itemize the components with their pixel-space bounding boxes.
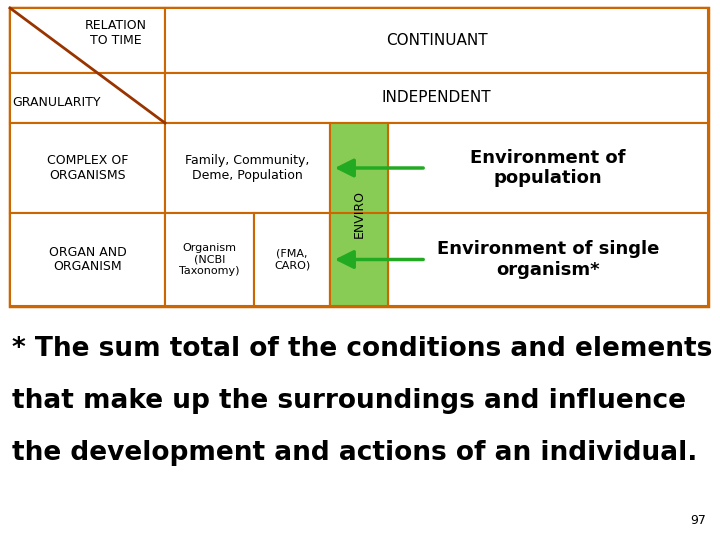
Text: ENVIRO: ENVIRO: [353, 191, 366, 239]
Bar: [388, 213, 708, 306]
Bar: [10, 8, 165, 73]
Bar: [165, 213, 254, 306]
Text: that make up the surroundings and influence: that make up the surroundings and influe…: [12, 388, 686, 414]
Bar: [254, 213, 330, 306]
Bar: [10, 8, 708, 306]
Bar: [10, 73, 165, 123]
Text: 97: 97: [690, 514, 706, 526]
Text: Organism
(NCBI
Taxonomy): Organism (NCBI Taxonomy): [179, 243, 240, 276]
Bar: [165, 123, 330, 213]
Text: ORGAN AND
ORGANISM: ORGAN AND ORGANISM: [49, 246, 127, 273]
Text: (FMA,
CARO): (FMA, CARO): [274, 249, 310, 271]
Bar: [388, 123, 708, 213]
Text: * The sum total of the conditions and elements: * The sum total of the conditions and el…: [12, 336, 712, 362]
Text: Environment of single
organism*: Environment of single organism*: [437, 240, 660, 279]
Bar: [165, 8, 708, 73]
Text: CONTINUANT: CONTINUANT: [386, 33, 487, 48]
Bar: [10, 123, 165, 213]
Text: Family, Community,
Deme, Population: Family, Community, Deme, Population: [185, 154, 310, 182]
Bar: [330, 213, 388, 306]
Text: the development and actions of an individual.: the development and actions of an indivi…: [12, 440, 698, 466]
Text: GRANULARITY: GRANULARITY: [12, 97, 101, 110]
Text: COMPLEX OF
ORGANISMS: COMPLEX OF ORGANISMS: [47, 154, 128, 182]
Text: RELATION
TO TIME: RELATION TO TIME: [84, 19, 146, 46]
Bar: [165, 73, 708, 123]
Bar: [10, 213, 165, 306]
Text: INDEPENDENT: INDEPENDENT: [382, 91, 491, 105]
Text: Environment of
population: Environment of population: [470, 148, 626, 187]
Bar: [330, 123, 388, 306]
